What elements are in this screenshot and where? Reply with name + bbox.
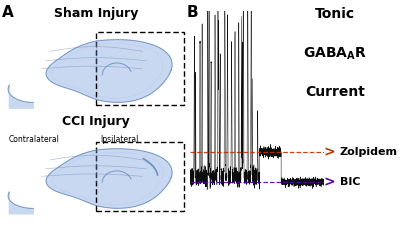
Text: BIC: BIC: [340, 177, 360, 187]
Text: Contralateral: Contralateral: [9, 135, 60, 144]
Text: Tonic: Tonic: [315, 7, 355, 21]
Polygon shape: [8, 192, 33, 214]
Polygon shape: [46, 149, 172, 208]
Polygon shape: [46, 40, 172, 102]
Text: B: B: [186, 5, 198, 20]
Text: GABA$_\mathregular{A}$R: GABA$_\mathregular{A}$R: [303, 46, 367, 62]
Text: Sham Injury: Sham Injury: [54, 7, 138, 20]
Text: Ipsilateral: Ipsilateral: [100, 135, 138, 144]
Text: CCI Injury: CCI Injury: [62, 114, 130, 128]
Polygon shape: [8, 85, 33, 108]
Text: Current: Current: [305, 85, 365, 99]
Text: A: A: [2, 5, 14, 20]
Text: Zolpidem: Zolpidem: [340, 147, 398, 157]
Text: $\bf{>}$: $\bf{>}$: [321, 175, 336, 189]
Text: $\bf{>}$: $\bf{>}$: [321, 145, 336, 159]
